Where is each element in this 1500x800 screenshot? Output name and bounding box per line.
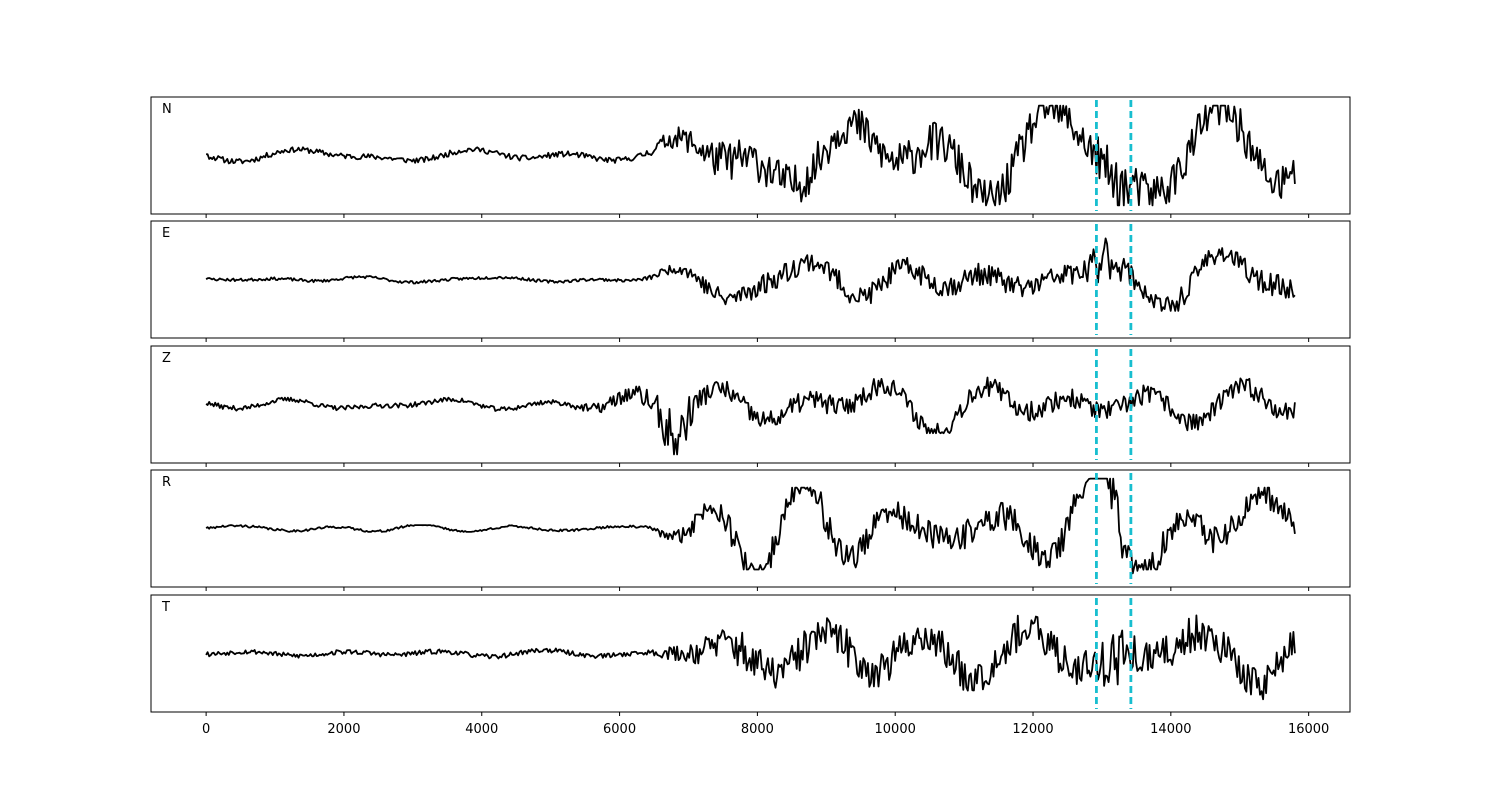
x-tick-label: 16000 <box>1288 722 1329 737</box>
panel-label: E <box>162 226 170 241</box>
trace-z <box>205 376 1296 456</box>
panel-t: T <box>150 594 1351 716</box>
x-tick-label: 10000 <box>875 722 916 737</box>
x-tick-label: 14000 <box>1150 722 1191 737</box>
x-tick-label: 4000 <box>465 722 498 737</box>
panel-frame <box>150 220 1351 339</box>
panel-frame <box>150 469 1351 588</box>
panel-label: R <box>162 475 171 490</box>
trace-r <box>205 477 1296 575</box>
trace-t <box>205 614 1296 701</box>
panel-e: E <box>150 220 1351 342</box>
panel-frame <box>150 594 1351 713</box>
panel-z: Z <box>150 345 1351 467</box>
x-tick-label: 0 <box>202 722 210 737</box>
x-tick-label: 12000 <box>1012 722 1053 737</box>
panel-frame <box>150 96 1351 215</box>
panel-label: N <box>162 102 172 117</box>
x-tick-label: 6000 <box>603 722 636 737</box>
panel-n: N <box>150 96 1351 218</box>
panel-label: Z <box>162 351 171 366</box>
x-tick-label: 8000 <box>741 722 774 737</box>
x-tick-label: 2000 <box>327 722 360 737</box>
trace-e <box>205 237 1296 312</box>
trace-n <box>206 104 1296 207</box>
panel-r: R <box>150 469 1351 591</box>
panel-frame <box>150 345 1351 464</box>
panel-label: T <box>161 600 170 615</box>
